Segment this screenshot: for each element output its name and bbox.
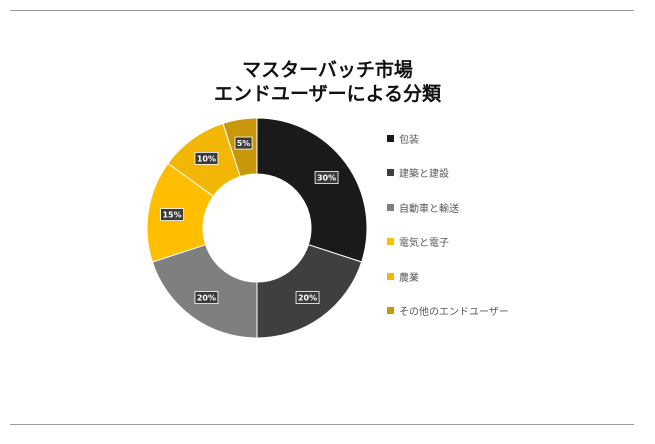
data-label: 30% xyxy=(314,171,339,184)
legend-label: 農業 xyxy=(399,272,419,284)
legend-item: 自動車と輸送 xyxy=(387,199,509,216)
legend-label: 自動車と輸送 xyxy=(399,203,459,215)
legend-item: その他のエンドユーザー xyxy=(387,302,509,319)
legend-item: 農業 xyxy=(387,268,509,285)
legend-label: 電気と電子 xyxy=(399,238,449,250)
chart-title-line-1: マスターバッチ市場 xyxy=(242,59,413,81)
legend-swatch xyxy=(387,135,394,142)
chart-title: マスターバッチ市場 エンドユーザーによる分類 xyxy=(0,58,655,106)
data-label: 5% xyxy=(234,136,253,150)
legend-label: その他のエンドユーザー xyxy=(399,306,509,318)
top-divider xyxy=(10,10,634,11)
legend-swatch xyxy=(387,203,394,211)
chart-title-line-2: エンドユーザーによる分類 xyxy=(213,83,442,105)
data-label: 20% xyxy=(194,291,219,304)
legend-swatch xyxy=(387,169,394,177)
data-label-box xyxy=(160,208,184,221)
data-label: 15% xyxy=(160,208,184,221)
data-label-box xyxy=(314,171,339,184)
data-label-text: 5% xyxy=(237,139,251,148)
legend-item: 包装 xyxy=(387,130,509,147)
legend: 包装 建築と建設 自動車と輸送 電気と電子 農業 その他のエンドユーザー xyxy=(387,130,509,336)
data-label-text: 30% xyxy=(317,173,336,182)
data-label-box xyxy=(194,291,219,304)
bottom-divider xyxy=(10,424,634,425)
data-label-text: 10% xyxy=(197,154,216,163)
data-label-text: 15% xyxy=(162,211,181,220)
data-label-box xyxy=(234,136,253,150)
legend-swatch xyxy=(387,306,394,314)
legend-item: 建築と建設 xyxy=(387,164,509,181)
data-label-text: 20% xyxy=(298,294,317,303)
data-label-box xyxy=(295,291,320,304)
legend-swatch xyxy=(387,238,394,246)
legend-swatch xyxy=(387,272,394,280)
legend-label: 建築と建設 xyxy=(399,169,449,181)
data-label: 10% xyxy=(194,152,219,165)
legend-item: 電気と電子 xyxy=(387,233,509,250)
donut-slice xyxy=(256,117,368,263)
legend-label: 包装 xyxy=(399,135,419,146)
data-label-text: 20% xyxy=(197,294,216,303)
data-label-box xyxy=(194,152,219,165)
data-label: 20% xyxy=(295,291,320,304)
